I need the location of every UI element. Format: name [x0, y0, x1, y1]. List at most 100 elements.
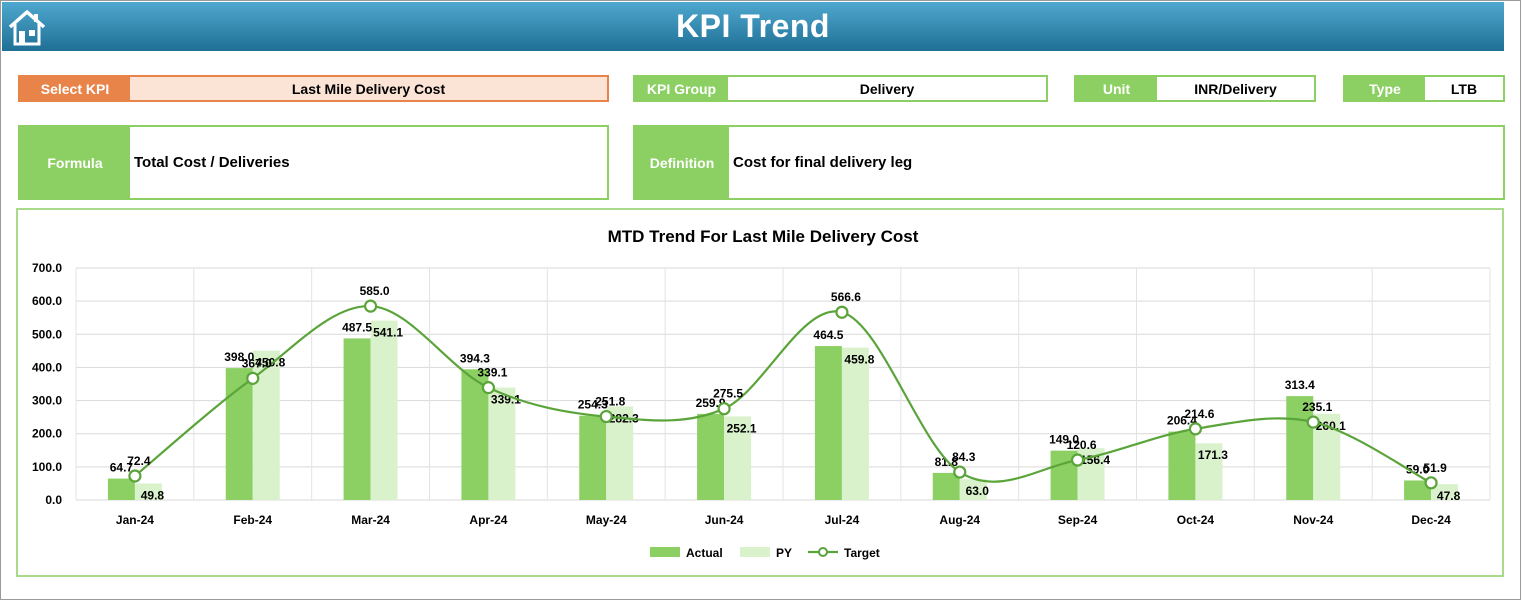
data-label-actual: 254.3 [578, 398, 608, 412]
data-label-py: 252.1 [727, 421, 757, 435]
bar-py [606, 406, 634, 500]
x-tick-label: Jun-24 [705, 513, 744, 527]
formula-field: Formula Total Cost / Deliveries [18, 125, 609, 200]
bar-py [1431, 484, 1459, 500]
bar-py [724, 416, 752, 500]
target-point [363, 299, 378, 313]
data-label-target: 275.5 [713, 387, 743, 401]
bar-py [841, 347, 869, 500]
unit-value: INR/Delivery [1194, 80, 1277, 97]
data-label-py: 49.8 [141, 488, 165, 502]
mtd-trend-chart: MTD Trend For Last Mile Delivery Cost 0.0… [32, 227, 1491, 560]
header-bar: KPI Trend [2, 2, 1504, 51]
legend-swatch-actual [650, 547, 680, 557]
legend-label-py: PY [776, 546, 792, 560]
kpi-group-field: KPI Group Delivery [633, 75, 1048, 102]
bar-actual [932, 472, 960, 500]
data-label-target: 120.6 [1067, 438, 1097, 452]
data-label-py: 171.3 [1198, 448, 1228, 462]
data-label-py: 156.4 [1080, 453, 1110, 467]
bar-actual [697, 413, 725, 500]
target-point [246, 371, 260, 385]
target-point [1070, 453, 1085, 467]
x-tick-label: May-24 [586, 513, 627, 527]
select-kpi-field[interactable]: Select KPI Last Mile Delivery Cost [18, 75, 609, 102]
chart-panel: MTD Trend For Last Mile Delivery Cost 0.0… [16, 208, 1504, 577]
data-label-actual: 149.0 [1049, 433, 1079, 447]
legend-swatch-py [740, 547, 770, 557]
type-label: Type [1345, 77, 1425, 100]
data-label-actual: 206.4 [1167, 414, 1197, 428]
data-label-target: 251.8 [595, 395, 625, 409]
bar-py [488, 387, 516, 500]
definition-value: Cost for final delivery leg [733, 154, 913, 171]
select-kpi-label: Select KPI [20, 77, 130, 100]
type-field: Type LTB [1343, 75, 1505, 102]
data-label-target: 566.6 [831, 290, 861, 304]
bar-actual [1286, 396, 1314, 500]
data-label-py: 459.8 [844, 353, 874, 367]
bar-py [1195, 443, 1223, 500]
y-tick-label: 200.0 [32, 427, 62, 441]
bar-py [1313, 413, 1341, 500]
page-title: KPI Trend [676, 8, 830, 44]
y-tick-label: 500.0 [32, 327, 62, 341]
bar-py [959, 479, 987, 500]
data-label-target: 51.9 [1423, 461, 1447, 475]
bar-actual [225, 368, 253, 500]
data-label-py: 339.1 [491, 393, 521, 407]
home-icon[interactable] [6, 6, 48, 48]
target-point [1424, 476, 1438, 490]
data-label-target: 235.1 [1302, 400, 1332, 414]
target-point [717, 402, 731, 416]
chart-title: MTD Trend For Last Mile Delivery Cost [608, 227, 919, 246]
data-label-actual: 398.0 [224, 350, 254, 364]
data-label-actual: 487.5 [342, 320, 372, 334]
y-tick-label: 0.0 [45, 493, 62, 507]
data-label-actual: 394.3 [460, 351, 490, 365]
data-label-target: 72.4 [127, 454, 151, 468]
kpi-group-value: Delivery [859, 80, 915, 97]
x-tick-label: Oct-24 [1177, 513, 1215, 527]
kpi-group-label: KPI Group [635, 77, 728, 100]
bar-actual [579, 415, 607, 500]
bar-actual [343, 338, 371, 500]
data-label-target: 214.6 [1184, 407, 1214, 421]
x-tick-label: Dec-24 [1411, 513, 1451, 527]
legend-marker-target [818, 547, 828, 557]
data-label-target: 339.1 [477, 366, 507, 380]
y-tick-label: 400.0 [32, 360, 62, 374]
data-label-actual: 64.7 [110, 461, 134, 475]
formula-value: Total Cost / Deliveries [134, 154, 290, 171]
x-tick-label: Aug-24 [939, 513, 980, 527]
data-label-actual: 59.0 [1406, 462, 1430, 476]
data-label-actual: 313.4 [1285, 378, 1315, 392]
data-label-py: 47.8 [1437, 489, 1461, 503]
unit-field: Unit INR/Delivery [1074, 75, 1316, 102]
x-tick-label: Jul-24 [825, 513, 860, 527]
target-point [835, 305, 849, 319]
definition-field: Definition Cost for final delivery leg [633, 125, 1505, 200]
legend-label-target: Target [844, 546, 880, 560]
target-point [1306, 415, 1320, 429]
target-point [1188, 422, 1203, 436]
data-label-actual: 464.5 [813, 328, 843, 342]
bar-actual [107, 478, 135, 500]
bar-actual [814, 346, 842, 500]
x-tick-label: Nov-24 [1293, 513, 1333, 527]
bar-py [252, 350, 280, 500]
x-tick-label: Mar-24 [351, 513, 390, 527]
target-point [953, 465, 967, 479]
data-label-target: 367.0 [242, 356, 272, 370]
bar-py [134, 483, 162, 500]
definition-label: Definition [635, 127, 729, 198]
data-label-target: 585.0 [360, 284, 390, 298]
y-tick-label: 600.0 [32, 294, 62, 308]
y-tick-label: 100.0 [32, 460, 62, 474]
select-kpi-dropdown[interactable]: Last Mile Delivery Cost [130, 77, 607, 100]
x-tick-label: Jan-24 [116, 513, 154, 527]
data-label-target: 84.3 [952, 450, 976, 464]
unit-label: Unit [1076, 77, 1157, 100]
x-tick-label: Apr-24 [469, 513, 507, 527]
type-value: LTB [1450, 80, 1478, 97]
